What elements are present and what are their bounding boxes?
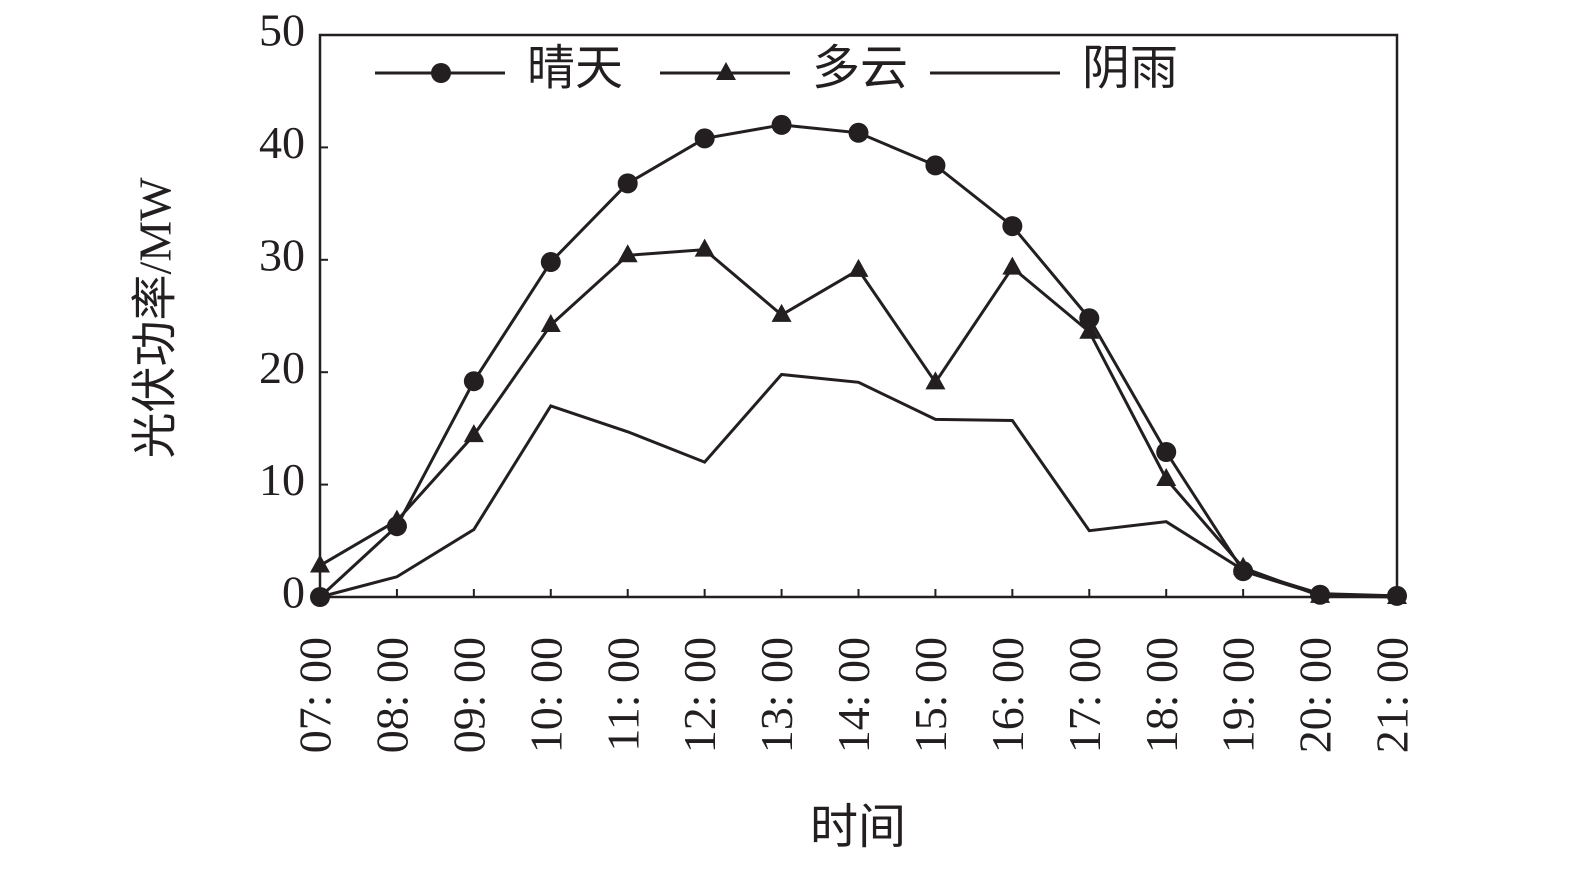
marker (694, 128, 715, 149)
x-tick-label: 16: 00 (982, 637, 1033, 753)
y-tick-label: 0 (282, 567, 305, 618)
x-tick-label: 18: 00 (1136, 637, 1187, 753)
x-tick-label: 17: 00 (1059, 637, 1110, 753)
x-tick-label: 21: 00 (1367, 637, 1418, 753)
marker (617, 244, 638, 263)
marker (716, 62, 736, 80)
marker (1002, 216, 1023, 237)
x-tick-label: 07: 00 (290, 637, 341, 753)
y-tick-label: 40 (259, 117, 305, 168)
series-line (319, 248, 1398, 599)
plot-frame (318, 33, 1399, 599)
marker (771, 303, 792, 322)
x-tick-label: 19: 00 (1213, 637, 1264, 753)
marker (617, 173, 638, 194)
marker (386, 509, 407, 528)
marker (848, 122, 869, 143)
legend-label: 阴雨 (1082, 42, 1178, 95)
x-tick-label: 10: 00 (520, 637, 571, 753)
marker (1156, 467, 1177, 486)
marker (925, 155, 946, 176)
y-tick-label: 20 (259, 342, 305, 393)
x-tick-label: 20: 00 (1290, 637, 1341, 753)
marker (540, 313, 561, 332)
marker (1156, 442, 1177, 463)
x-tick-label: 15: 00 (905, 637, 956, 753)
y-tick-label: 10 (259, 454, 305, 505)
series-line (318, 123, 1398, 599)
marker (694, 238, 715, 257)
marker (771, 114, 792, 135)
legend-label: 晴天 (527, 42, 623, 95)
marker (431, 63, 451, 83)
x-tick-label: 14: 00 (828, 637, 879, 753)
x-tick-label: 09: 00 (443, 637, 494, 753)
marker (1079, 308, 1100, 329)
x-tick-label: 08: 00 (366, 637, 417, 753)
marker (1002, 256, 1023, 275)
y-axis-label: 光伏功率/MW (130, 177, 181, 459)
marker (540, 252, 561, 273)
marker (463, 424, 484, 443)
marker (848, 258, 869, 277)
y-tick-label: 30 (259, 229, 305, 280)
marker (310, 554, 330, 573)
x-axis-label: 时间 (810, 801, 906, 854)
x-tick-label: 11: 00 (597, 637, 648, 752)
marker (925, 371, 946, 390)
series-line (319, 372, 1398, 599)
y-tick-label: 50 (259, 5, 305, 56)
marker (463, 371, 484, 392)
marker (1079, 320, 1100, 339)
x-tick-label: 12: 00 (674, 637, 725, 753)
x-tick-label: 13: 00 (751, 637, 802, 753)
legend-label: 多云 (812, 42, 908, 95)
